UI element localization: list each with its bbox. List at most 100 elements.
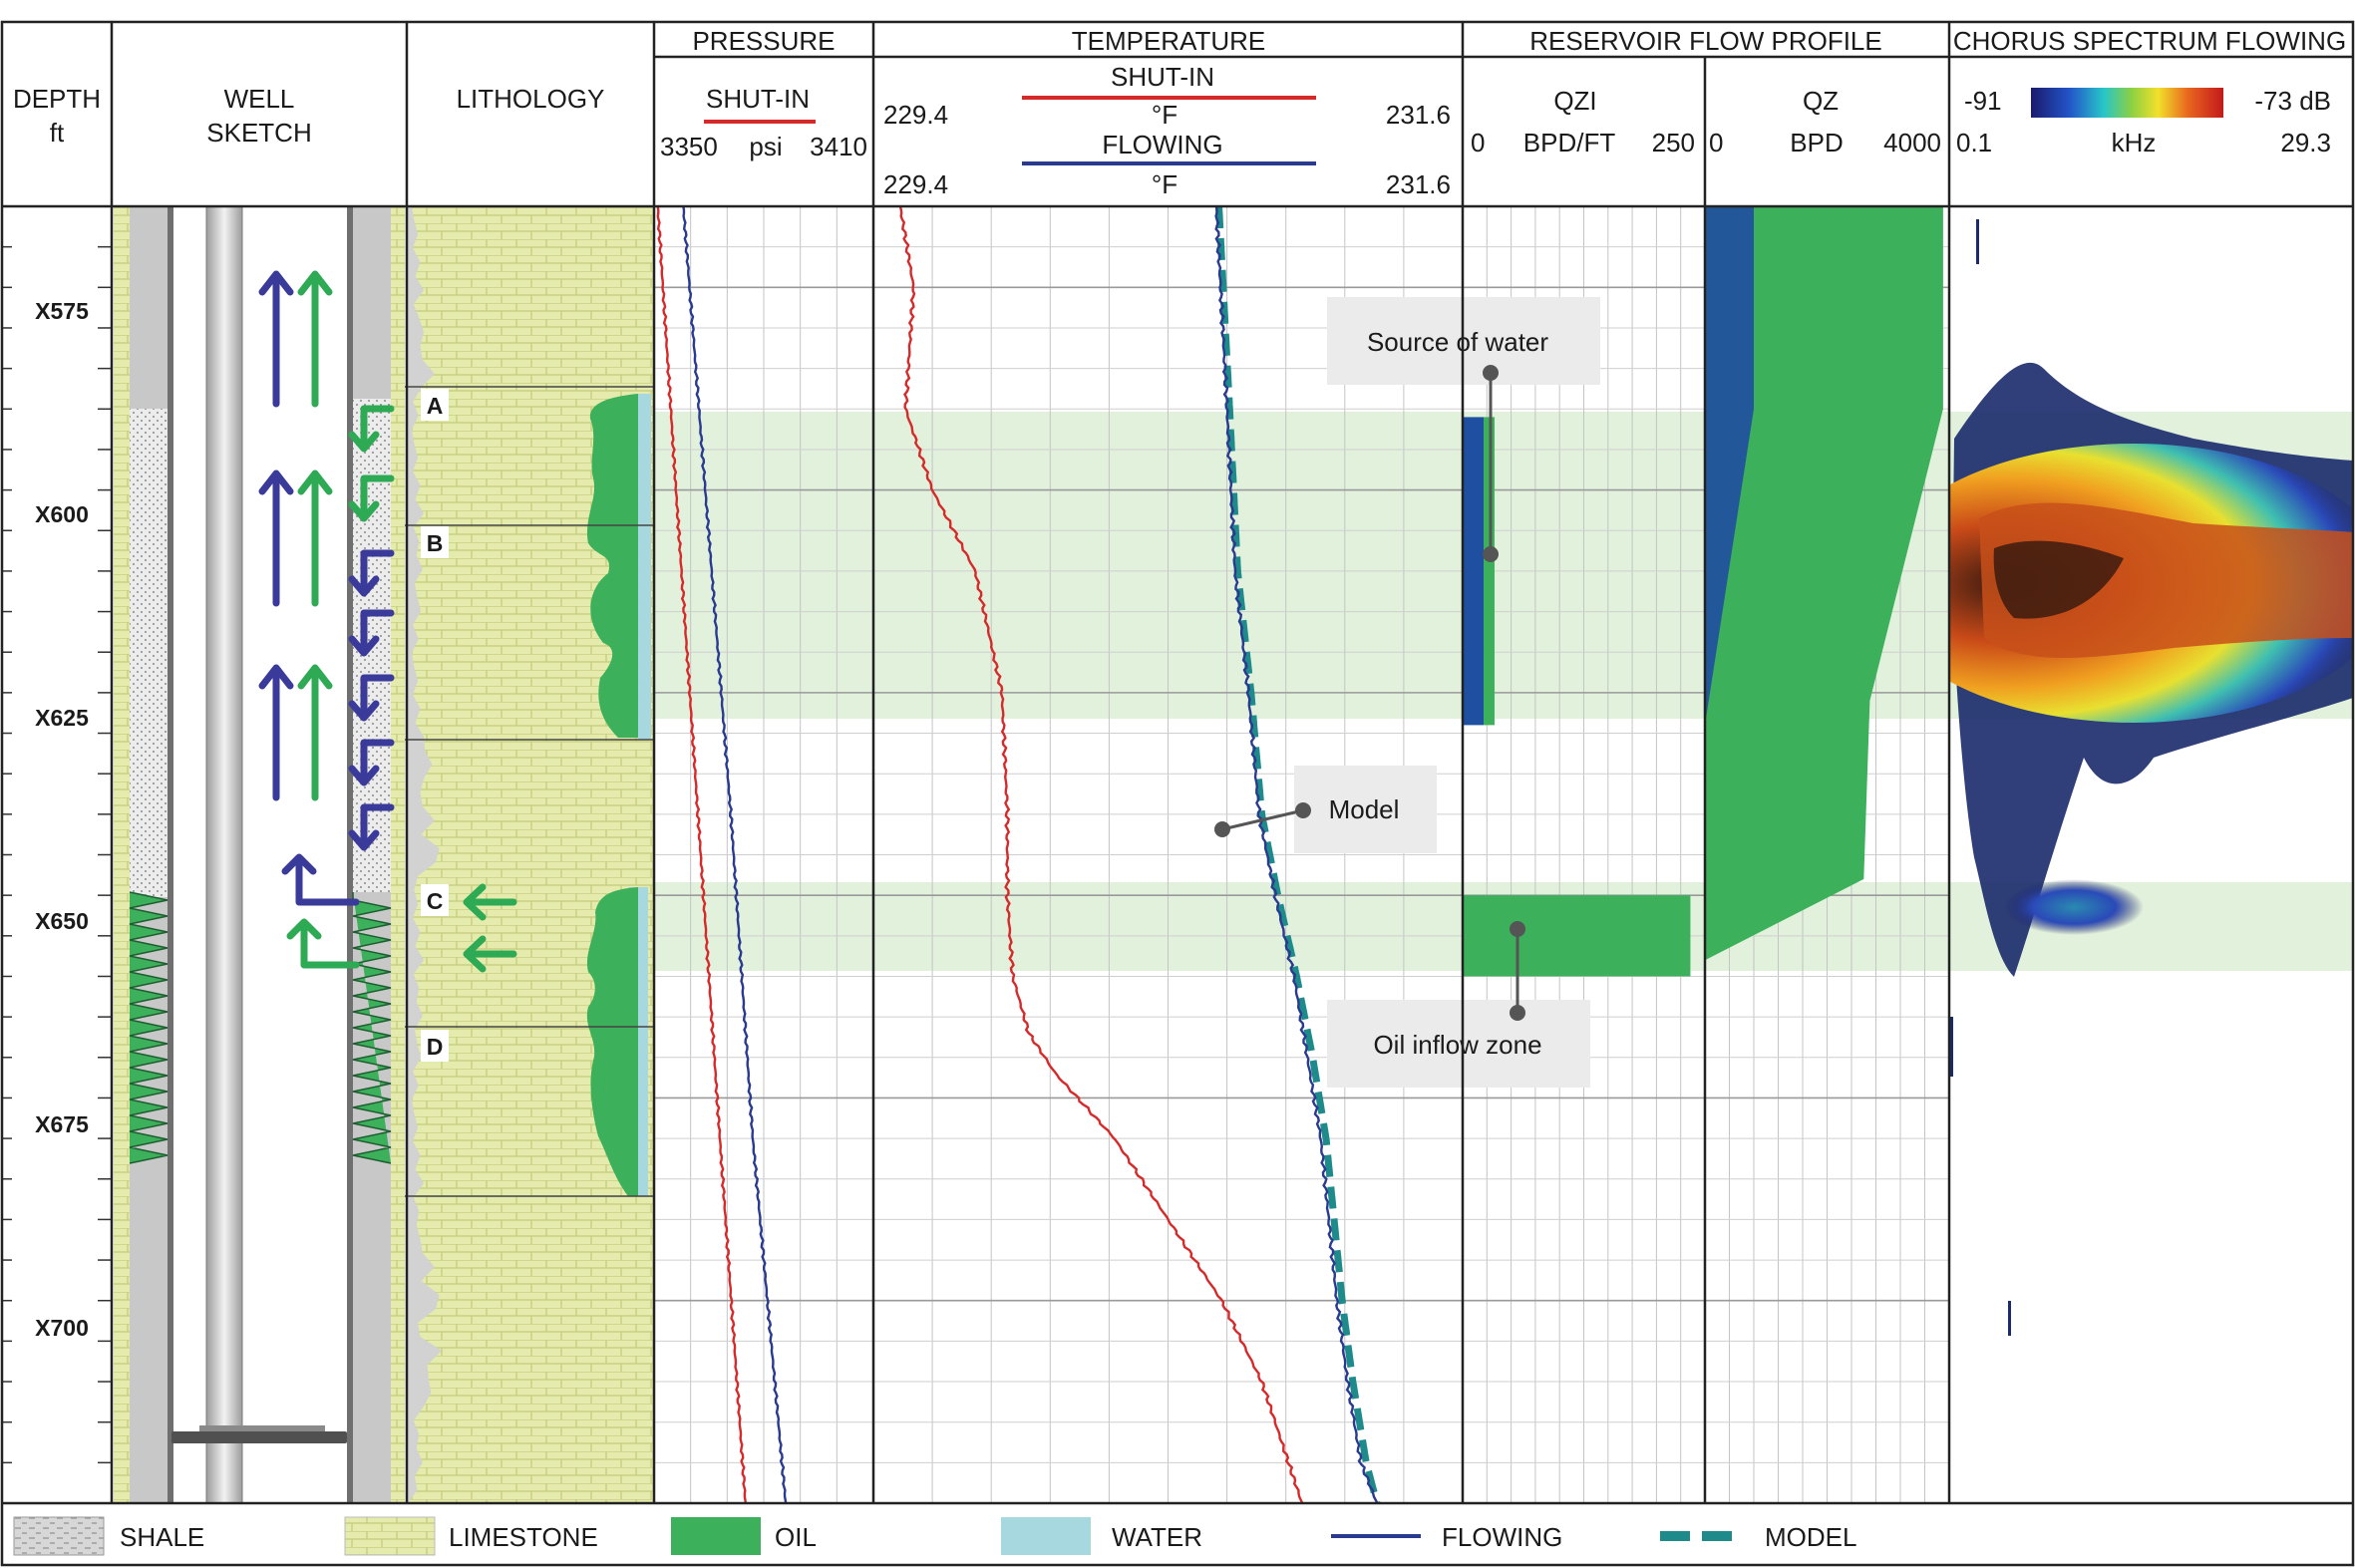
header-qzi: QZI [1553,86,1596,116]
perforations [129,891,392,1164]
qzi-track [1463,417,1691,977]
formation-left [114,206,130,1503]
annulus-arrow-oil [348,405,395,453]
annulus-arrow-water [348,674,395,722]
zone-label-d: D [427,1034,444,1060]
annotation-box-model [1294,766,1437,853]
legend-swatch-shale [13,1516,105,1556]
legend-water: WATER [1112,1522,1202,1552]
inflow-arrow-green [286,918,360,969]
frame [0,20,2355,1567]
spectrum-tick-1 [1976,219,1979,264]
pressure-flowing-curve [682,206,788,1503]
header-chorus: CHORUS SPECTRUM FLOWING [1953,26,2346,56]
depth-label-x700: X700 [35,1315,89,1341]
temp-min-2: 229.4 [883,169,948,199]
pressure-track [656,206,788,1503]
zone-label-c: C [427,888,444,914]
packer-element [199,1425,325,1431]
qzi-bar-water [1463,417,1485,726]
depth-label-x675: X675 [35,1111,89,1137]
inflow-arrows-c [463,883,517,973]
legend-shale: SHALE [120,1522,204,1552]
legend: SHALE LIMESTONE OIL WATER FLOWING MODEL [13,1516,1856,1556]
annotation-box-oil [1327,1000,1590,1088]
db-max: -73 dB [2254,86,2331,116]
annulus-arrow-water [348,549,395,597]
khz-min: 0.1 [1956,128,1992,157]
header-pressure-shutin: SHUT-IN [706,84,810,114]
oil-fill-cd [586,887,638,1196]
annotation-model: Model [1329,794,1400,824]
flow-arrow-water [258,664,294,801]
perforation-zigzag [352,892,392,1164]
shale-edge [408,206,442,1503]
sand-left [130,409,168,897]
zone-labels: A B C D [421,389,449,1062]
spectrum-dark-core [1993,540,2124,619]
header-depth-unit: ft [50,118,65,148]
temperature-track [898,206,1381,1503]
header-temperature: TEMPERATURE [1072,26,1266,56]
formation-right [391,206,405,1503]
depth-label-x600: X600 [35,501,89,527]
legend-model: MODEL [1765,1522,1856,1552]
legend-swatch-water [1001,1517,1091,1555]
legend-limestone: LIMESTONE [449,1522,598,1552]
temp-flowing-label: FLOWING [1102,130,1222,159]
pressure-min: 3350 [660,132,718,161]
well-sketch [114,205,405,1504]
qzi-max: 250 [1652,128,1695,157]
temperature-shutin-curve [898,206,1304,1503]
spectrum-track [1950,219,2353,1336]
perforation-zigzag [129,891,168,1164]
qz-oil-area [1705,206,1943,961]
flow-arrows [258,270,395,969]
flow-arrow-water [258,470,294,607]
depth-label-x650: X650 [35,908,89,934]
zone-label-b: B [427,530,444,556]
spectrum-core [1979,502,2353,658]
tubing [205,205,243,1504]
qzi-bar-oil [1463,895,1691,977]
legend-flowing: FLOWING [1442,1522,1562,1552]
temp-max-1: 231.6 [1386,100,1451,130]
temperature-flowing-curve [1214,206,1379,1503]
qz-max: 4000 [1883,128,1941,157]
legend-oil: OIL [775,1522,817,1552]
db-colorbar [2031,88,2223,118]
header-pressure: PRESSURE [692,26,835,56]
flow-arrow-oil [297,470,333,607]
temp-unit-1: °F [1152,100,1178,130]
annotation-oil-inflow: Oil inflow zone [1373,1030,1541,1060]
annotation-source-water: Source of water [1367,327,1548,357]
annotations: Source of water Model Oil inflow zone [1214,297,1600,1088]
packer [171,1431,347,1443]
header-well-sketch: SKETCH [206,118,311,148]
temperature-model-curve [1215,206,1381,1503]
annulus-arrow-water [348,739,395,786]
casing-right [347,206,353,1503]
qzi-min: 0 [1471,128,1485,157]
spectrum-tick-2 [1950,1017,1953,1077]
inflow-arrow-upper [463,883,517,921]
temp-min-1: 229.4 [883,100,948,130]
depth-label-x575: X575 [35,298,89,324]
pressure-unit: psi [749,132,782,161]
header-qz: QZ [1803,86,1839,116]
qz-unit: BPD [1790,128,1843,157]
oil-fill-ab [586,394,638,738]
db-min: -91 [1964,86,2002,116]
pressure-max: 3410 [810,132,867,161]
temp-unit-2: °F [1152,169,1178,199]
spectrum-tick-3 [2008,1301,2011,1336]
qz-water-area [1705,206,1754,726]
casing-left [168,206,173,1503]
depth-track: X575 X600 X625 X650 X675 X700 [2,245,112,1464]
flow-arrow-oil [297,270,333,408]
header-depth: DEPTH [13,84,101,114]
lithology-track: A B C D [405,206,653,1503]
legend-swatch-oil [671,1517,761,1555]
header-well: WELL [224,84,295,114]
